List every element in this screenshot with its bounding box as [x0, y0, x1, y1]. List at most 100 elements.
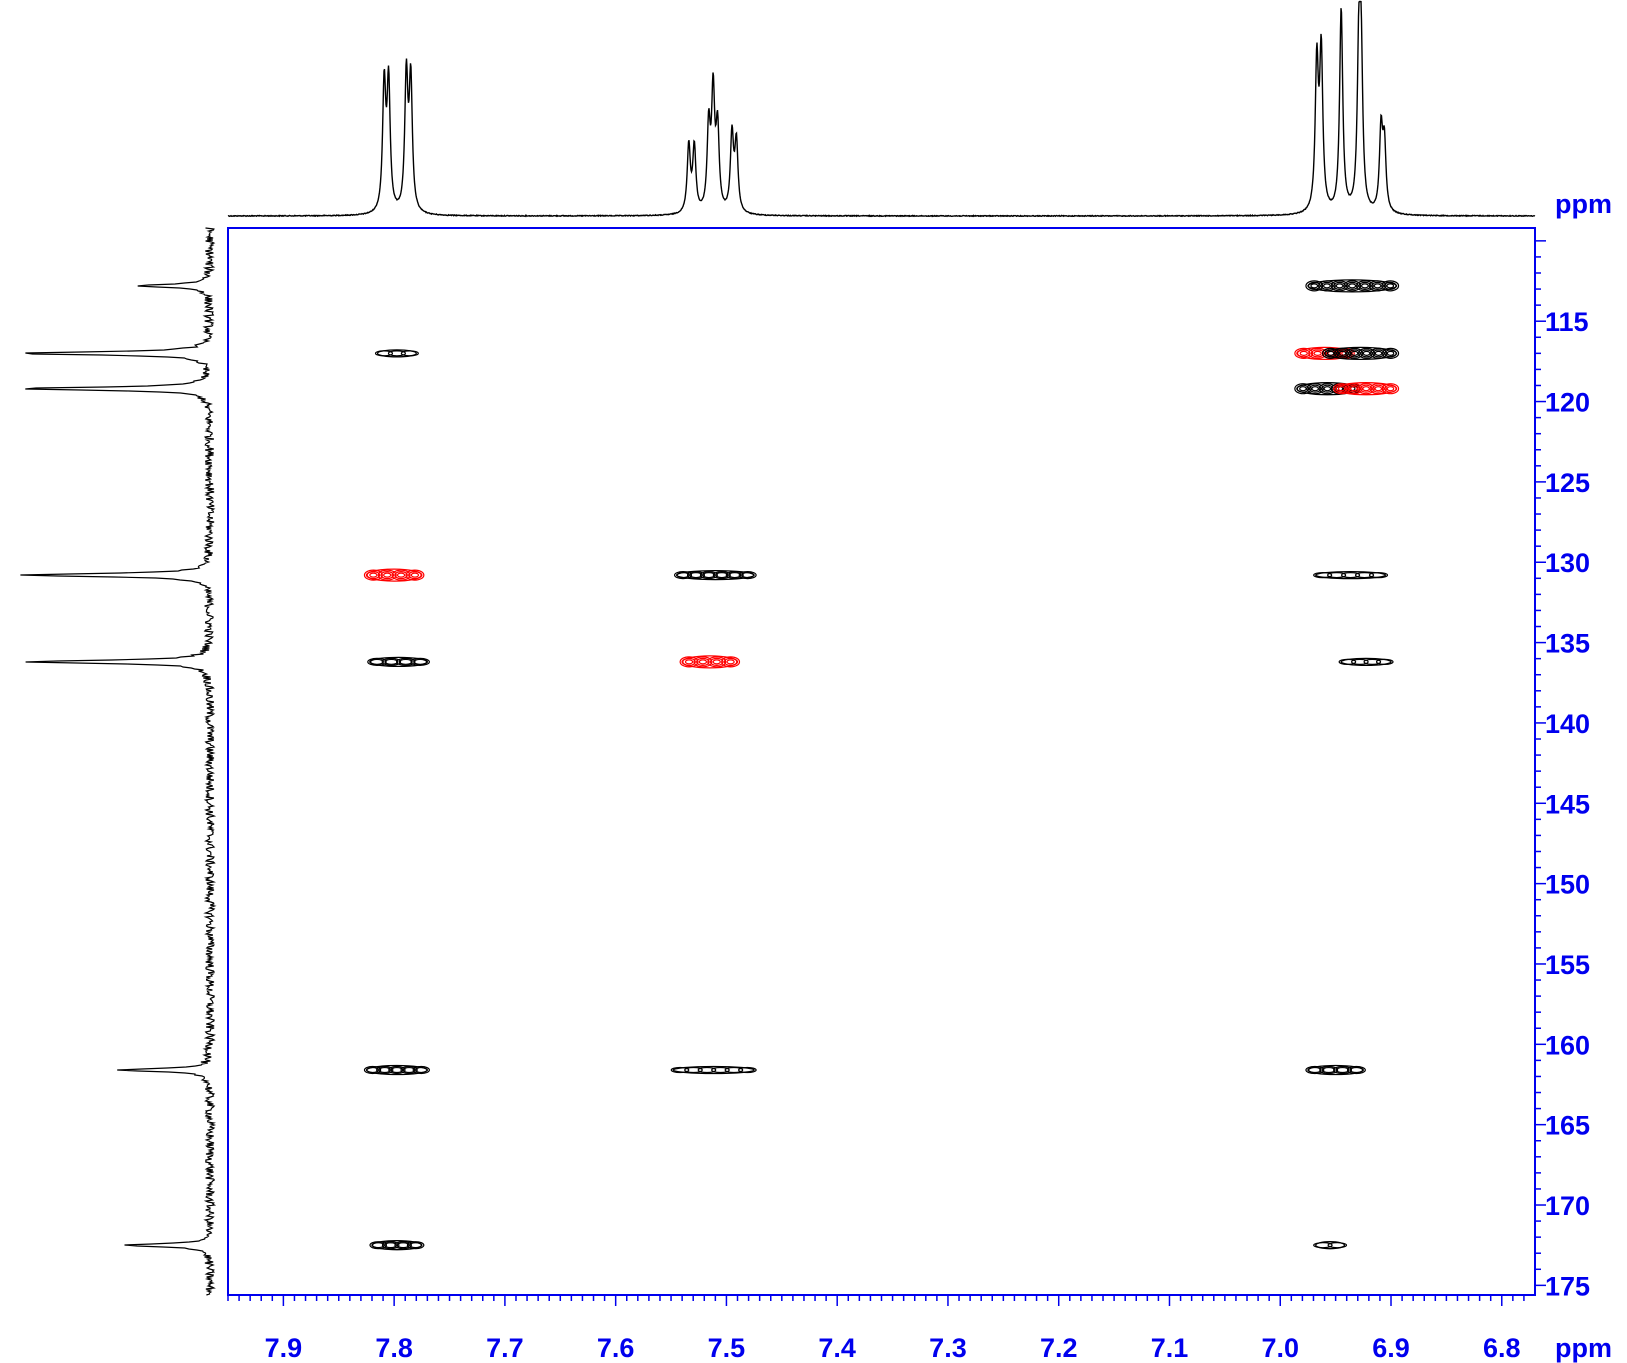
- contour-ring: [724, 1066, 744, 1074]
- contour-ring: [1349, 1066, 1364, 1074]
- contour-envelope: [365, 568, 423, 582]
- contour-ring: [1369, 383, 1387, 395]
- y-tick-label: 120: [1545, 388, 1590, 418]
- contour-ring: [394, 570, 408, 580]
- contour-ring: [1296, 349, 1311, 358]
- contour-ring: [369, 658, 385, 665]
- contour-ring: [1381, 347, 1400, 359]
- contour-ring: [741, 572, 755, 579]
- contour-ring: [1324, 349, 1337, 358]
- contour-ring: [712, 659, 721, 665]
- cross-peak: [367, 656, 430, 668]
- contour-ring: [1343, 280, 1362, 292]
- contour-ring: [728, 572, 742, 579]
- contour-ring: [398, 658, 413, 665]
- contour-ring: [395, 657, 416, 666]
- contour-ring: [1362, 386, 1370, 392]
- top-1h-projection: [227, 0, 1536, 218]
- contour-ring: [1323, 386, 1332, 392]
- contour-ring: [1335, 283, 1344, 289]
- contour-ring: [1345, 383, 1363, 395]
- contour-ring: [1346, 1065, 1366, 1075]
- y-tick-label: 130: [1545, 548, 1590, 578]
- contour-ring: [410, 572, 420, 578]
- contour-envelope: [1315, 1241, 1346, 1250]
- contour-ring: [1299, 386, 1307, 392]
- y-tick-label: 115: [1545, 307, 1589, 337]
- contour-ring: [1299, 350, 1308, 356]
- contour-ring: [1321, 384, 1334, 393]
- contour-ring: [693, 656, 713, 668]
- contour-ring: [1357, 347, 1376, 359]
- 13c-spectrum-trace: [20, 227, 217, 1296]
- contour-envelope: [1307, 1064, 1364, 1076]
- contour-ring: [696, 657, 710, 666]
- x-axis-unit-label: ppm: [1555, 1333, 1612, 1363]
- contour-ring: [384, 658, 399, 665]
- x-tick-label: 6.8: [1483, 1333, 1521, 1363]
- contour-ring: [1355, 280, 1374, 292]
- contour-ring: [1357, 383, 1375, 395]
- y-tick-label: 125: [1545, 468, 1590, 498]
- contour-ring: [384, 1242, 398, 1249]
- contour-envelope: [681, 655, 739, 669]
- contour-ring: [1337, 386, 1346, 392]
- contour-ring: [1348, 283, 1357, 289]
- contour-ring: [1306, 383, 1324, 395]
- x-tick-label: 7.5: [708, 1333, 746, 1363]
- contour-ring: [1307, 281, 1321, 290]
- contour-ring: [366, 1066, 379, 1074]
- cross-peak: [374, 349, 419, 358]
- cross-peak: [670, 1065, 757, 1075]
- contour-ring: [1386, 386, 1395, 392]
- contour-ring: [377, 569, 397, 581]
- contour-ring: [707, 656, 727, 668]
- contour-ring: [1386, 350, 1395, 356]
- y-tick-label: 170: [1545, 1191, 1590, 1221]
- contour-ring: [1308, 347, 1328, 359]
- contour-ring: [1345, 347, 1364, 359]
- contour-ring: [1363, 658, 1382, 665]
- contour-ring: [400, 1065, 418, 1075]
- contour-envelope: [1340, 657, 1392, 667]
- top-ppm-label: ppm: [1555, 189, 1612, 219]
- contour-ring: [1322, 283, 1331, 289]
- y-tick-label: 160: [1545, 1030, 1590, 1060]
- contour-ring: [376, 1065, 394, 1075]
- 1h-spectrum-trace: [227, 0, 1536, 218]
- contour-ring: [702, 572, 716, 579]
- contour-envelope: [1315, 570, 1387, 580]
- y-tick-label: 145: [1545, 789, 1590, 819]
- contour-ring: [1319, 1065, 1339, 1075]
- contour-ring: [1321, 1066, 1336, 1074]
- contour-ring: [1335, 384, 1348, 393]
- x-axis: 7.9 7.8 7.7 7.6 7.5 7.4 7.3 7.2 7.1 7.0 6.9 6.8: [227, 1295, 1525, 1363]
- contour-ring: [1335, 1066, 1350, 1074]
- x-tick-label: 7.8: [375, 1333, 413, 1363]
- x-tick-label: 7.3: [929, 1333, 967, 1363]
- contour-ring: [1327, 571, 1347, 579]
- contour-ring: [738, 570, 757, 580]
- contour-ring: [1383, 281, 1397, 290]
- contour-ring: [1371, 281, 1384, 290]
- contour-ring: [1310, 349, 1325, 358]
- cross-peak: [1313, 1241, 1348, 1250]
- contour-ring: [1326, 350, 1335, 356]
- y-tick-label: 175: [1545, 1271, 1590, 1301]
- contour-ring: [412, 1065, 430, 1075]
- cross-peak: [679, 655, 741, 669]
- contour-ring: [1341, 571, 1361, 579]
- contour-envelope: [672, 1065, 755, 1075]
- x-tick-label: 7.4: [818, 1333, 856, 1363]
- x-tick-label: 7.9: [265, 1333, 303, 1363]
- contour-ring: [676, 572, 690, 579]
- contour-ring: [711, 1066, 730, 1074]
- cross-peak: [1305, 279, 1400, 293]
- contour-ring: [1333, 383, 1351, 395]
- contour-ring: [1308, 1066, 1322, 1074]
- contour-ring: [391, 569, 411, 581]
- contour-ring: [1384, 349, 1397, 358]
- y-axis: 115 120 125 130 135 140 145 150 155 160 165 170 175: [1535, 240, 1590, 1301]
- contour-ring: [1333, 1065, 1353, 1075]
- cross-peak: [363, 1064, 430, 1076]
